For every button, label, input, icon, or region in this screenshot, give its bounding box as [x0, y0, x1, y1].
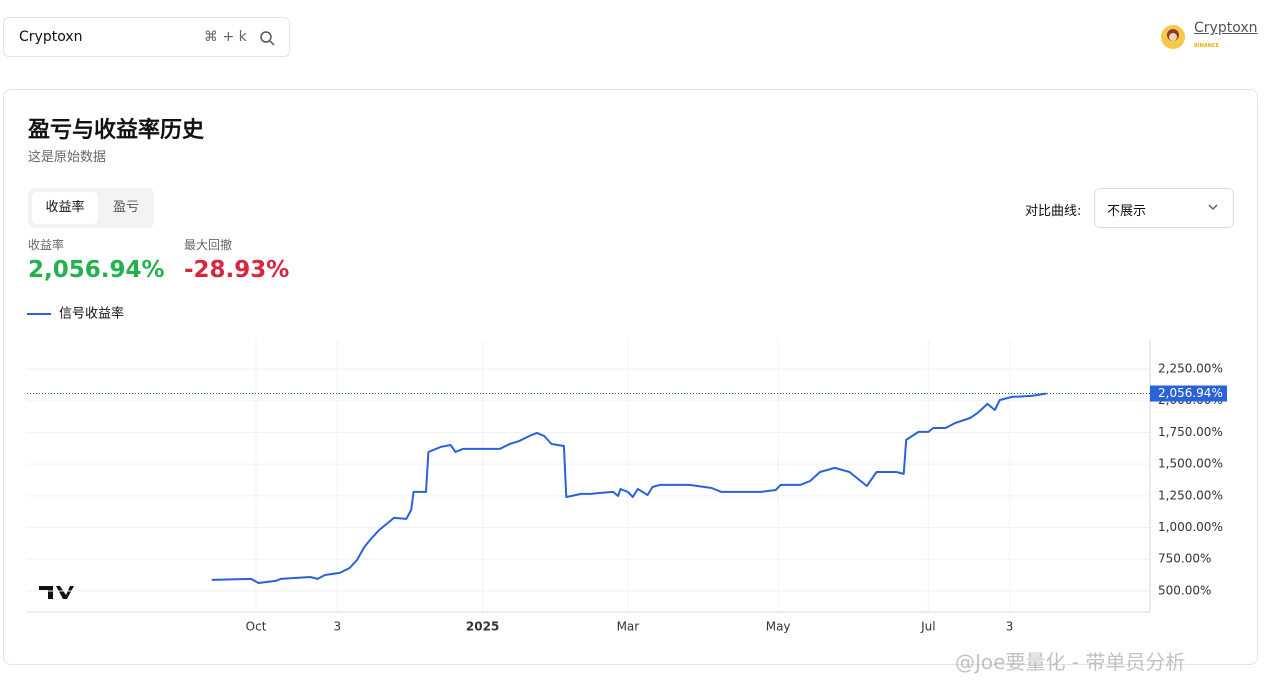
chevron: [1208, 204, 1218, 210]
y-tick-label: 1,000.00%: [1158, 520, 1223, 534]
compare-label: 对比曲线:: [1025, 204, 1082, 219]
y-tick-label: 750.00%: [1158, 552, 1211, 566]
y-tick-label: 1,500.00%: [1158, 457, 1223, 471]
tab-active[interactable]: 收益率: [32, 192, 98, 224]
search-box[interactable]: Cryptoxn ⌘ + k: [3, 17, 290, 57]
y-tick-label: 500.00%: [1158, 583, 1211, 597]
compare-value: 不展示: [1107, 204, 1147, 219]
legend-label: 信号收益率: [59, 306, 124, 322]
stat-label: 收益率: [28, 238, 65, 252]
user-badge: BINANCE: [1194, 43, 1219, 49]
avatar[interactable]: [1160, 24, 1186, 50]
search-text: Cryptoxn: [19, 29, 83, 45]
tab[interactable]: 盈亏: [112, 200, 139, 215]
x-tick-label: May: [766, 620, 791, 634]
tabs: 收益率 盈亏: [28, 188, 154, 228]
line: [211, 392, 1047, 584]
user-name[interactable]: Cryptoxn: [1194, 20, 1258, 36]
x-tick-label: Jul: [920, 620, 935, 634]
search-icon: [260, 31, 275, 46]
last-value-badge: [1150, 385, 1227, 402]
compare-select[interactable]: 不展示: [1094, 188, 1234, 228]
watermark: @Joe要量化 - 带单员分析: [955, 650, 1186, 674]
x-tick-label: Mar: [617, 620, 640, 634]
y-tick-label: 2,250.00%: [1158, 362, 1223, 376]
x-tick-label: 3: [1006, 620, 1014, 634]
stat-value: 2,056.94%: [28, 257, 165, 283]
x-tick-label: 3: [333, 620, 341, 634]
stat-label: 最大回撤: [184, 238, 233, 252]
stat-value: -28.93%: [184, 257, 290, 283]
card: 盈亏与收益率历史 这是原始数据 收益率 盈亏 对比曲线: 不展示 收益率 2,0…: [3, 89, 1258, 665]
y-tick-label: 1,250.00%: [1158, 488, 1223, 502]
card-subtitle: 这是原始数据: [28, 150, 107, 165]
card-title: 盈亏与收益率历史: [28, 118, 205, 143]
tv-logo: [39, 586, 74, 599]
x-tick-label: Oct: [246, 620, 267, 634]
x-tick-label: 2025: [466, 620, 499, 634]
y-tick-label: 1,750.00%: [1158, 425, 1223, 439]
last-value-label: 2,056.94%: [1158, 386, 1223, 400]
search-shortcut: ⌘ + k: [204, 29, 247, 45]
